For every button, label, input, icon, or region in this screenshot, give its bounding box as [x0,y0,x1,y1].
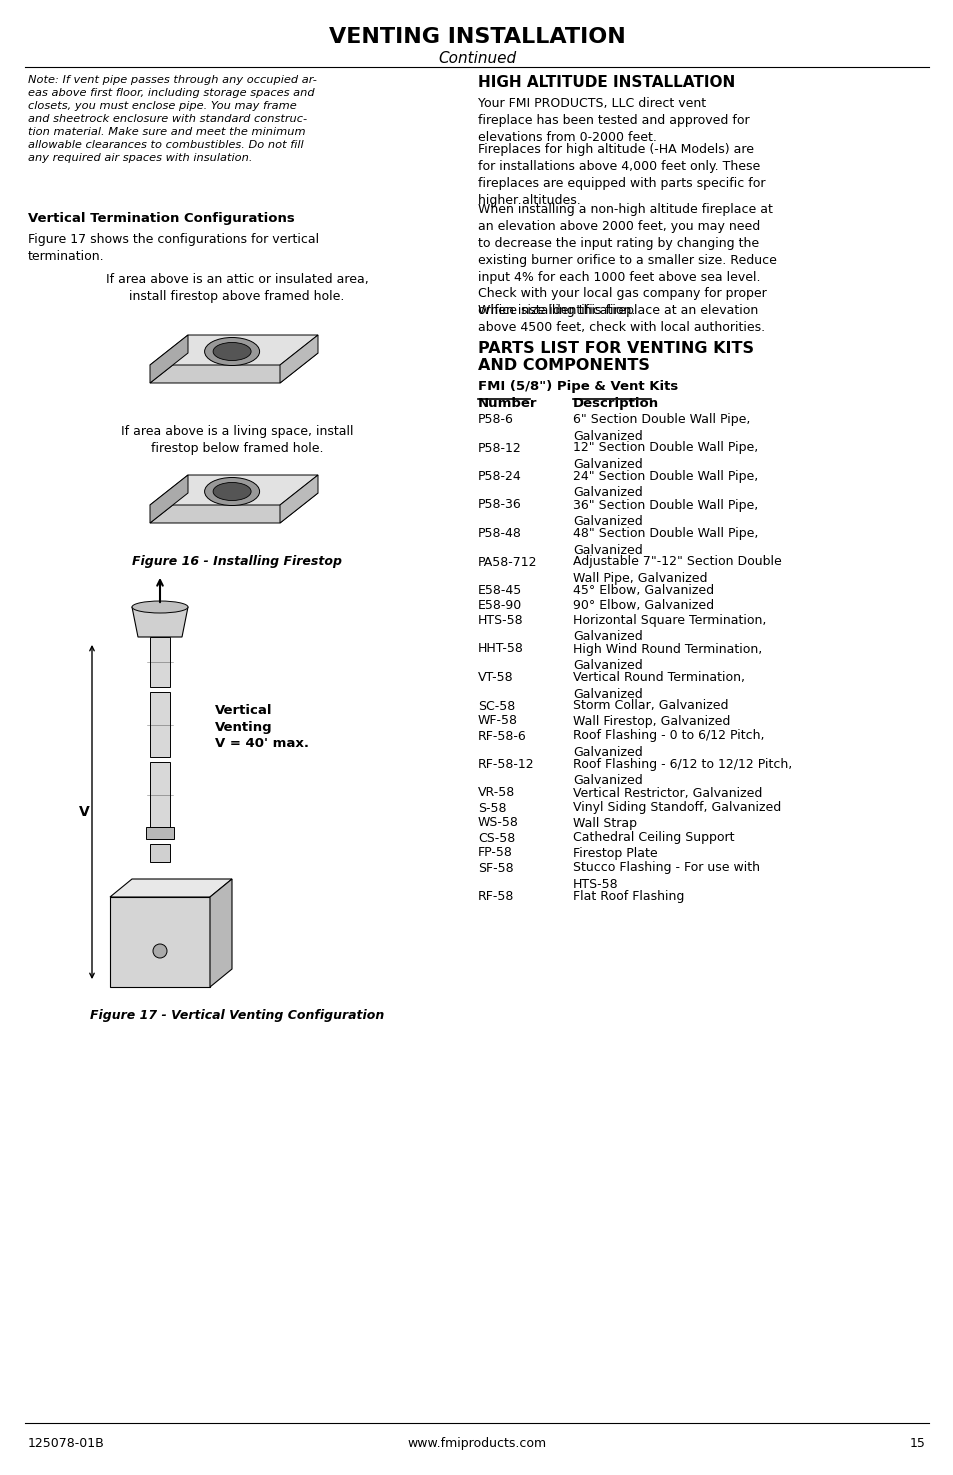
Text: P58-36: P58-36 [477,499,521,512]
Text: If area above is an attic or insulated area,
install firestop above framed hole.: If area above is an attic or insulated a… [106,273,368,302]
Text: FP-58: FP-58 [477,847,513,860]
Text: WF-58: WF-58 [477,714,517,727]
Text: 48" Section Double Wall Pipe,
Galvanized: 48" Section Double Wall Pipe, Galvanized [573,527,758,556]
Text: If area above is a living space, install
firestop below framed hole.: If area above is a living space, install… [121,425,353,454]
Text: Figure 17 - Vertical Venting Configuration: Figure 17 - Vertical Venting Configurati… [90,1009,384,1022]
Text: High Wind Round Termination,
Galvanized: High Wind Round Termination, Galvanized [573,643,761,673]
Text: Figure 16 - Installing Firestop: Figure 16 - Installing Firestop [132,555,341,568]
Bar [146,827,173,839]
Text: RF-58-12: RF-58-12 [477,758,534,771]
Polygon shape [150,493,317,524]
Text: Cathedral Ceiling Support: Cathedral Ceiling Support [573,832,734,845]
Text: FMI (5/8") Pipe & Vent Kits: FMI (5/8") Pipe & Vent Kits [477,381,678,392]
Text: www.fmiproducts.com: www.fmiproducts.com [407,1437,546,1450]
Bar [150,692,170,757]
Polygon shape [132,608,188,637]
Polygon shape [110,879,232,897]
Text: Vinyl Siding Standoff, Galvanized: Vinyl Siding Standoff, Galvanized [573,801,781,814]
Text: When installing a non-high altitude fireplace at
an elevation above 2000 feet, y: When installing a non-high altitude fire… [477,204,776,317]
Text: Figure 17 shows the configurations for vertical
termination.: Figure 17 shows the configurations for v… [28,233,319,263]
Text: 90° Elbow, Galvanized: 90° Elbow, Galvanized [573,599,714,612]
Text: Vertical Round Termination,
Galvanized: Vertical Round Termination, Galvanized [573,671,744,701]
Text: P58-6: P58-6 [477,413,514,426]
Text: Wall Strap: Wall Strap [573,817,637,829]
Text: Stucco Flashing - For use with
HTS-58: Stucco Flashing - For use with HTS-58 [573,861,760,891]
Ellipse shape [204,338,259,366]
Bar [150,637,170,687]
Text: P58-48: P58-48 [477,527,521,540]
Bar [150,844,170,861]
Text: Fireplaces for high altitude (-HA Models) are
for installations above 4,000 feet: Fireplaces for high altitude (-HA Models… [477,143,764,207]
Text: Adjustable 7"-12" Section Double
Wall Pipe, Galvanized: Adjustable 7"-12" Section Double Wall Pi… [573,556,781,586]
Text: 125078-01B: 125078-01B [28,1437,105,1450]
Text: S-58: S-58 [477,801,506,814]
Text: P58-12: P58-12 [477,441,521,454]
Text: SF-58: SF-58 [477,861,513,875]
Polygon shape [150,335,317,364]
Text: RF-58-6: RF-58-6 [477,730,526,742]
Text: Number: Number [477,397,537,410]
Bar [150,763,170,827]
Text: Your FMI PRODUCTS, LLC direct vent
fireplace has been tested and approved for
el: Your FMI PRODUCTS, LLC direct vent firep… [477,97,749,143]
Text: Continued: Continued [437,52,516,66]
Text: 36" Section Double Wall Pipe,
Galvanized: 36" Section Double Wall Pipe, Galvanized [573,499,758,528]
Text: Storm Collar, Galvanized: Storm Collar, Galvanized [573,699,728,712]
Polygon shape [210,879,232,987]
Text: E58-90: E58-90 [477,599,521,612]
Text: Vertical Termination Configurations: Vertical Termination Configurations [28,212,294,226]
Text: VT-58: VT-58 [477,671,513,684]
Ellipse shape [132,600,188,614]
Text: 45° Elbow, Galvanized: 45° Elbow, Galvanized [573,584,714,597]
Text: 15: 15 [909,1437,925,1450]
Polygon shape [150,475,317,504]
Text: Firestop Plate: Firestop Plate [573,847,657,860]
Text: SC-58: SC-58 [477,699,515,712]
Text: P58-24: P58-24 [477,471,521,482]
Polygon shape [280,475,317,524]
Text: Vertical
Venting
V = 40' max.: Vertical Venting V = 40' max. [214,704,309,751]
Ellipse shape [213,482,251,500]
Ellipse shape [213,342,251,360]
Polygon shape [280,335,317,384]
Ellipse shape [204,478,259,506]
Circle shape [152,944,167,957]
Text: RF-58: RF-58 [477,889,514,903]
Text: E58-45: E58-45 [477,584,521,597]
Text: VR-58: VR-58 [477,786,515,799]
Polygon shape [150,353,317,384]
Text: 12" Section Double Wall Pipe,
Galvanized: 12" Section Double Wall Pipe, Galvanized [573,441,758,471]
Text: HHT-58: HHT-58 [477,643,523,655]
Text: PARTS LIST FOR VENTING KITS: PARTS LIST FOR VENTING KITS [477,341,753,355]
Polygon shape [110,897,210,987]
Text: Roof Flashing - 0 to 6/12 Pitch,
Galvanized: Roof Flashing - 0 to 6/12 Pitch, Galvani… [573,730,763,760]
Text: CS-58: CS-58 [477,832,515,845]
Text: VENTING INSTALLATION: VENTING INSTALLATION [328,27,625,47]
Text: HTS-58: HTS-58 [477,614,523,627]
Text: Flat Roof Flashing: Flat Roof Flashing [573,889,683,903]
Text: 24" Section Double Wall Pipe,
Galvanized: 24" Section Double Wall Pipe, Galvanized [573,471,758,500]
Text: Vertical Restrictor, Galvanized: Vertical Restrictor, Galvanized [573,786,761,799]
Text: V: V [78,805,90,819]
Text: Horizontal Square Termination,
Galvanized: Horizontal Square Termination, Galvanize… [573,614,765,643]
Polygon shape [150,335,188,384]
Text: WS-58: WS-58 [477,817,518,829]
Text: 6" Section Double Wall Pipe,
Galvanized: 6" Section Double Wall Pipe, Galvanized [573,413,750,442]
Polygon shape [150,475,188,524]
Text: Wall Firestop, Galvanized: Wall Firestop, Galvanized [573,714,730,727]
Text: Roof Flashing - 6/12 to 12/12 Pitch,
Galvanized: Roof Flashing - 6/12 to 12/12 Pitch, Gal… [573,758,791,788]
Text: Description: Description [573,397,659,410]
Text: Note: If vent pipe passes through any occupied ar-
eas above first floor, includ: Note: If vent pipe passes through any oc… [28,75,316,164]
Text: AND COMPONENTS: AND COMPONENTS [477,358,649,373]
Text: When installing this fireplace at an elevation
above 4500 feet, check with local: When installing this fireplace at an ele… [477,304,764,333]
Text: PA58-712: PA58-712 [477,556,537,568]
Text: HIGH ALTITUDE INSTALLATION: HIGH ALTITUDE INSTALLATION [477,75,735,90]
